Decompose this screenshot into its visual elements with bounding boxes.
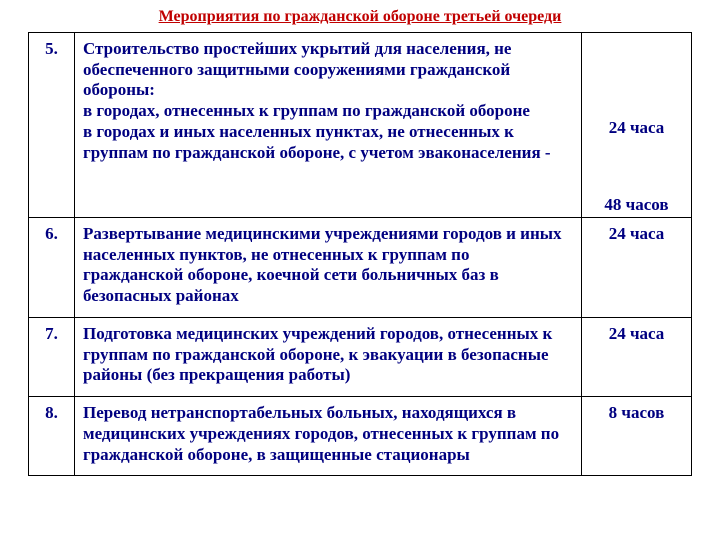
description-line: в городах, отнесенных к группам по гражд…: [83, 101, 573, 122]
description-line: Строительство простейших укрытий для нас…: [83, 39, 573, 101]
time-line: [583, 174, 690, 195]
time-inner: 24 часа 48 часов: [583, 39, 690, 216]
measures-table: 5.Строительство простейших укрытий для н…: [28, 32, 692, 476]
row-time: 8 часов: [582, 397, 692, 476]
description-line: Перевод нетранспортабельных больных, нах…: [83, 403, 573, 465]
description-line: Развертывание медицинскими учреждениями …: [83, 224, 573, 307]
description-line: Подготовка медицинских учреждений городо…: [83, 324, 573, 386]
row-description: Подготовка медицинских учреждений городо…: [75, 317, 582, 396]
description-line: в городах и иных населенных пунктах, не …: [83, 122, 573, 163]
time-line: 24 часа: [583, 224, 690, 245]
time-inner: 8 часов: [583, 403, 690, 424]
row-time: 24 часа: [582, 217, 692, 317]
row-number: 5.: [29, 33, 75, 218]
row-time: 24 часа 48 часов: [582, 33, 692, 218]
row-time: 24 часа: [582, 317, 692, 396]
time-inner: 24 часа: [583, 224, 690, 245]
time-line: [583, 97, 690, 118]
table-row: 7.Подготовка медицинских учреждений горо…: [29, 317, 692, 396]
time-line: 8 часов: [583, 403, 690, 424]
row-description: Строительство простейших укрытий для нас…: [75, 33, 582, 218]
time-inner: 24 часа: [583, 324, 690, 345]
row-description: Перевод нетранспортабельных больных, нах…: [75, 397, 582, 476]
time-line: 24 часа: [583, 118, 690, 139]
row-number: 8.: [29, 397, 75, 476]
time-line: 24 часа: [583, 324, 690, 345]
table-row: 8.Перевод нетранспортабельных больных, н…: [29, 397, 692, 476]
row-number: 7.: [29, 317, 75, 396]
page-title: Мероприятия по гражданской обороне треть…: [28, 8, 692, 26]
table-row: 6.Развертывание медицинскими учреждениям…: [29, 217, 692, 317]
row-number: 6.: [29, 217, 75, 317]
row-description: Развертывание медицинскими учреждениями …: [75, 217, 582, 317]
table-row: 5.Строительство простейших укрытий для н…: [29, 33, 692, 218]
page-container: Мероприятия по гражданской обороне треть…: [0, 0, 720, 540]
time-line: 48 часов: [583, 195, 690, 216]
